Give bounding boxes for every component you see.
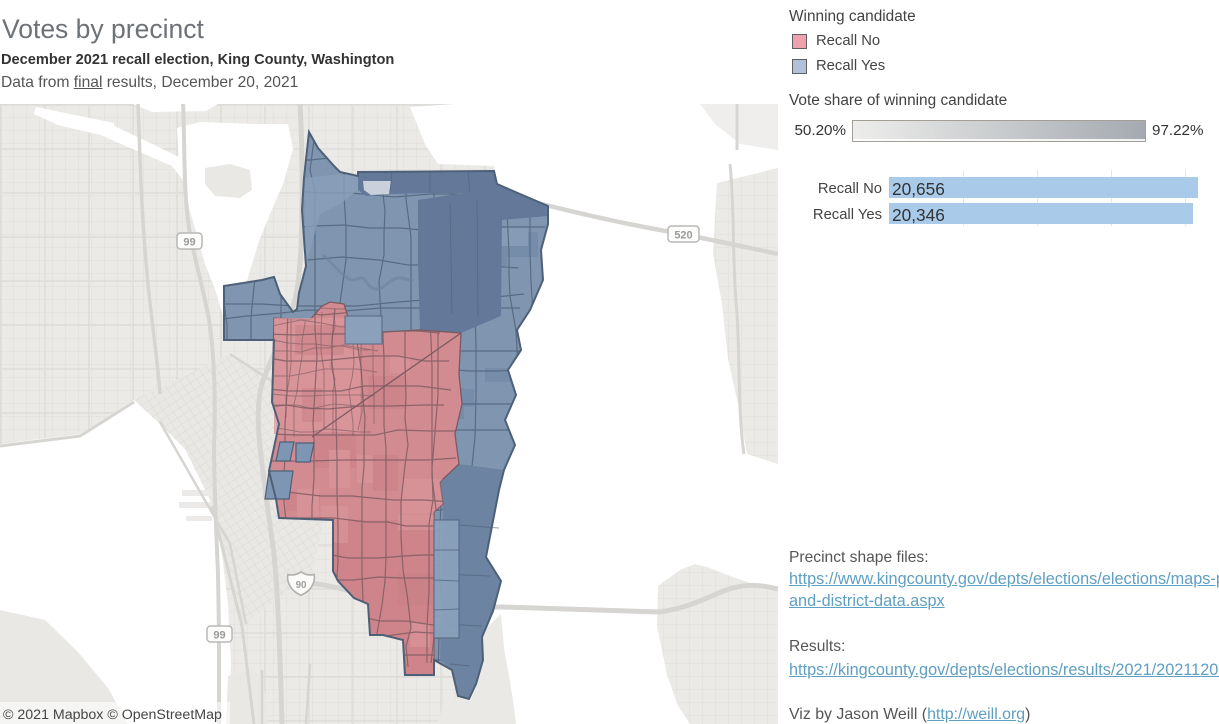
svg-text:90: 90 xyxy=(296,580,307,591)
svg-text:99: 99 xyxy=(183,237,195,249)
svg-text:© 2021 Mapbox © OpenStreetMap: © 2021 Mapbox © OpenStreetMap xyxy=(3,707,222,723)
svg-text:520: 520 xyxy=(674,230,692,242)
svg-text:99: 99 xyxy=(213,630,225,642)
